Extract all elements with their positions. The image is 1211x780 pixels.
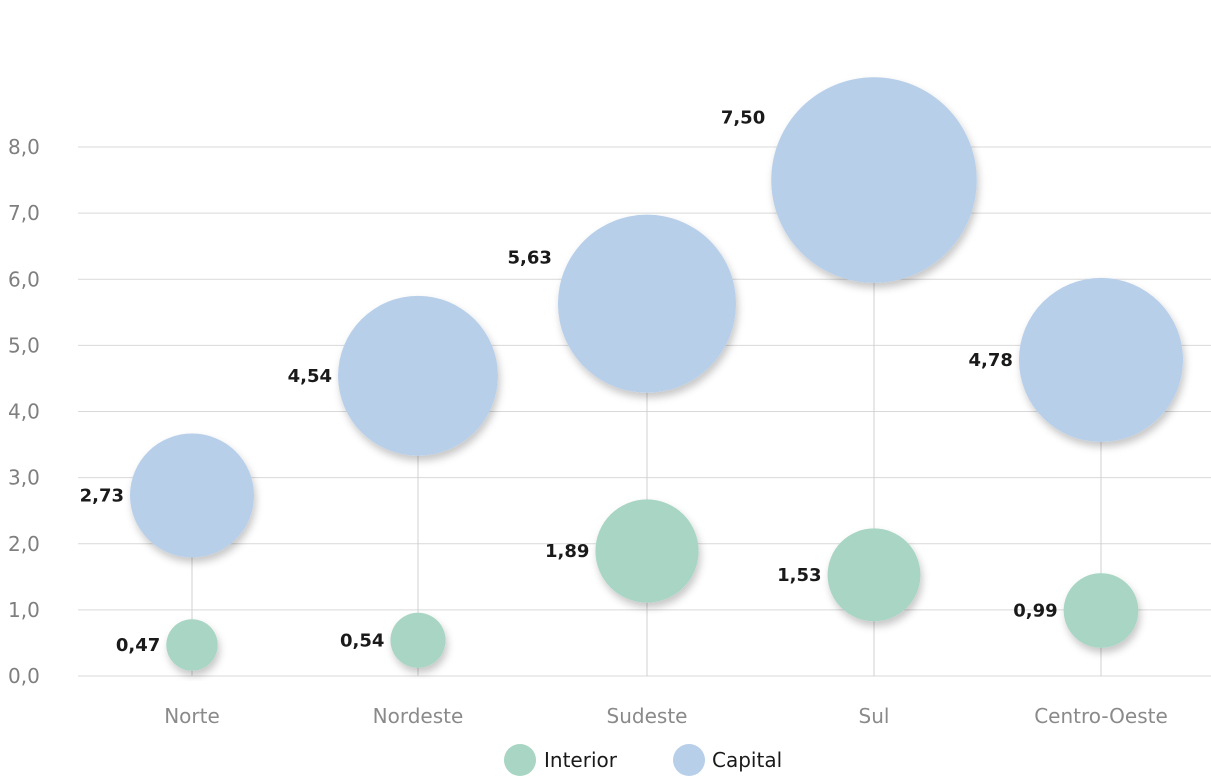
data-label-interior: 1,89	[545, 541, 589, 562]
y-tick-label: 3,0	[8, 466, 40, 490]
bubble-capital	[1018, 277, 1184, 442]
bubbles	[130, 77, 1184, 671]
y-tick-label: 8,0	[8, 135, 40, 159]
data-label-interior: 0,47	[116, 635, 160, 656]
bubble-interior	[1063, 573, 1139, 648]
bubble-capital	[130, 433, 254, 558]
data-label-interior: 1,53	[777, 565, 821, 586]
x-category-label: Centro-Oeste	[1034, 704, 1168, 728]
bubble-interior	[827, 528, 921, 622]
bubble-interior	[390, 612, 446, 668]
data-labels: 0,47 0,54 1,89 1,53 0,99 2,73 4,54 5,63 7,50 4,78	[80, 108, 1058, 656]
y-tick-label: 0,0	[8, 664, 40, 688]
bubble-capital	[338, 295, 498, 456]
y-tick-label: 2,0	[8, 532, 40, 556]
y-tick-label: 1,0	[8, 598, 40, 622]
legend-label-interior: Interior	[544, 748, 618, 772]
legend: Interior Capital	[504, 744, 782, 776]
y-tick-label: 4,0	[8, 400, 40, 424]
bubble-interior	[595, 499, 699, 603]
legend-swatch-interior	[504, 744, 536, 776]
data-label-capital: 5,63	[508, 248, 552, 269]
data-label-capital: 2,73	[80, 485, 124, 506]
legend-label-capital: Capital	[712, 748, 782, 772]
x-category-label: Nordeste	[373, 704, 464, 728]
legend-swatch-capital	[673, 744, 705, 776]
bubble-capital	[771, 77, 977, 283]
data-label-interior: 0,54	[340, 630, 384, 651]
x-category-label: Sul	[859, 704, 890, 728]
data-label-capital: 7,50	[721, 108, 765, 129]
y-tick-label: 6,0	[8, 267, 40, 291]
data-label-interior: 0,99	[1013, 601, 1057, 622]
bubble-interior	[166, 619, 218, 671]
data-label-capital: 4,78	[969, 350, 1013, 371]
data-label-capital: 4,54	[288, 366, 332, 387]
y-tick-label: 5,0	[8, 333, 40, 357]
x-axis-category-labels: Norte Nordeste Sudeste Sul Centro-Oeste	[164, 704, 1168, 728]
y-axis-tick-labels: 0,0 1,0 2,0 3,0 4,0 5,0 6,0 7,0 8,0	[8, 135, 40, 688]
x-category-label: Norte	[164, 704, 220, 728]
y-tick-label: 7,0	[8, 201, 40, 225]
x-category-label: Sudeste	[607, 704, 688, 728]
bubble-capital	[557, 214, 737, 393]
